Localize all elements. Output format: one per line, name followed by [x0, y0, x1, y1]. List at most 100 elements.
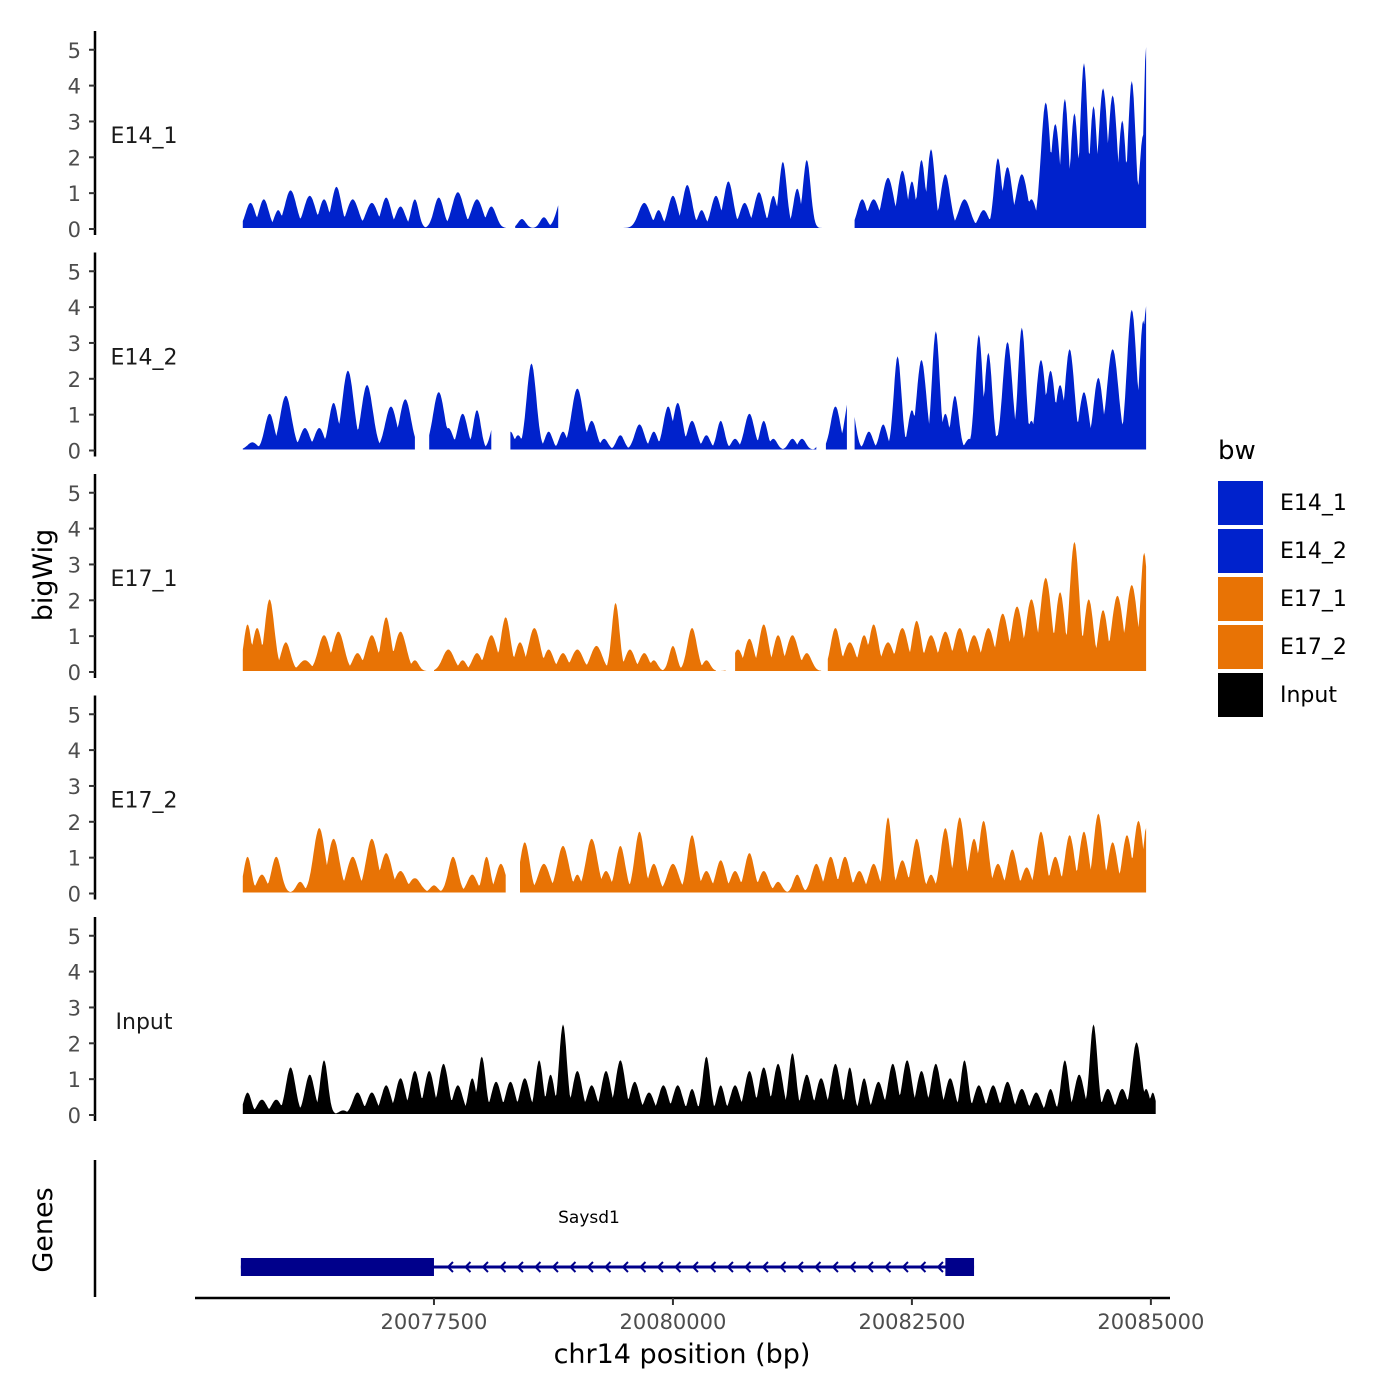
strand-arrow [534, 1261, 542, 1273]
legend-title: bw [1218, 436, 1256, 466]
strand-arrow [761, 1261, 769, 1273]
y-tick-label: 5 [68, 703, 81, 727]
y-tick-label: 3 [68, 775, 81, 799]
gene-name-label: Saysd1 [558, 1208, 620, 1228]
y-tick-label: 3 [68, 332, 81, 356]
y-tick-label: 4 [68, 961, 81, 985]
signal-area-Input [242, 1024, 1156, 1114]
y-tick-label: 1 [68, 404, 81, 428]
legend-swatch-E14_2 [1218, 529, 1263, 573]
strand-arrow [481, 1261, 489, 1273]
y-tick-label: 4 [68, 739, 81, 763]
tracks-layer: 0 1 2 3 4 5 E14_1 0 1 2 3 4 5 E14_2 0 1 2 3 4 5 E17_1 0 1 2 3 4 5 E… [68, 31, 1156, 1128]
signal-area-E17_1 [827, 541, 1147, 671]
strand-arrow [674, 1261, 682, 1273]
track-E14_1: 0 1 2 3 4 5 E14_1 [68, 31, 1147, 242]
strand-arrow [656, 1261, 664, 1273]
gene-panel: Saysd1 [93, 1160, 975, 1297]
signal-area-E14_1 [515, 205, 559, 228]
y-tick-label: 0 [68, 883, 81, 907]
signal-area-E17_2 [520, 813, 1147, 893]
strand-arrow [779, 1261, 787, 1273]
legend-label: E17_2 [1280, 635, 1347, 660]
legend-label: Input [1280, 683, 1337, 708]
signal-area-E17_1 [242, 599, 427, 671]
legend-label: E14_2 [1280, 539, 1347, 564]
y-tick-label: 0 [68, 1104, 81, 1128]
signal-area-E14_1 [242, 186, 506, 228]
y-tick-label: 1 [68, 182, 81, 206]
strand-arrow [744, 1261, 752, 1273]
y-axis-title: bigWig [28, 529, 59, 622]
y-tick-label: 1 [68, 847, 81, 871]
y-tick-label: 4 [68, 296, 81, 320]
signal-area-E14_1 [854, 47, 1147, 228]
track-label: E17_2 [111, 789, 178, 814]
x-tick-label: 20085000 [1097, 1310, 1204, 1334]
strand-arrow [831, 1261, 839, 1273]
strand-arrow [446, 1261, 454, 1273]
strand-arrow [621, 1261, 629, 1273]
y-tick-label: 3 [68, 110, 81, 134]
gene-exon [945, 1258, 975, 1276]
legend-swatch-E17_1 [1218, 577, 1263, 621]
track-E17_1: 0 1 2 3 4 5 E17_1 [68, 474, 1147, 685]
y-tick-label: 2 [68, 146, 81, 170]
signal-area-E14_2 [429, 392, 492, 450]
strand-arrow [726, 1261, 734, 1273]
track-E17_2: 0 1 2 3 4 5 E17_2 [68, 695, 1147, 907]
strand-arrow [499, 1261, 507, 1273]
strand-arrow [849, 1261, 857, 1273]
y-tick-label: 3 [68, 553, 81, 577]
x-tick-label: 20080000 [619, 1310, 726, 1334]
signal-area-E14_2 [510, 363, 817, 450]
strand-arrow [639, 1261, 647, 1273]
track-label: E14_2 [111, 346, 178, 371]
y-tick-label: 2 [68, 1032, 81, 1056]
strand-arrow [551, 1261, 559, 1273]
strand-arrow [569, 1261, 577, 1273]
strand-arrow [709, 1261, 717, 1273]
legend-swatch-E14_1 [1218, 481, 1263, 525]
signal-area-E17_1 [434, 602, 716, 671]
legend-swatch-Input [1218, 673, 1263, 717]
y-tick-label: 2 [68, 589, 81, 613]
signal-area-E14_2 [854, 306, 1147, 450]
x-axis-title: chr14 position (bp) [554, 1339, 811, 1370]
y-tick-label: 4 [68, 75, 81, 99]
y-tick-label: 5 [68, 260, 81, 284]
strand-arrow [866, 1261, 874, 1273]
track-label: Input [116, 1010, 173, 1035]
y-tick-label: 5 [68, 39, 81, 63]
legend: bw E14_1 E14_2 E17_1 E17_2 Input [1218, 436, 1347, 717]
y-tick-label: 1 [68, 625, 81, 649]
legend-swatch-E17_2 [1218, 625, 1263, 669]
strand-arrow [604, 1261, 612, 1273]
strand-arrow [796, 1261, 804, 1273]
signal-area-E14_2 [825, 404, 847, 450]
strand-arrow [464, 1261, 472, 1273]
strand-arrow [814, 1261, 822, 1273]
gene-exon [240, 1258, 434, 1276]
strand-arrow [516, 1261, 524, 1273]
y-tick-label: 3 [68, 996, 81, 1020]
track-label: E17_1 [111, 567, 178, 592]
y-tick-label: 0 [68, 661, 81, 685]
strand-arrow [586, 1261, 594, 1273]
x-axis: 20077500 20080000 20082500 20085000 [195, 1296, 1204, 1334]
signal-area-E17_1 [720, 670, 726, 671]
signal-area-E14_1 [610, 159, 841, 228]
legend-label: E17_1 [1280, 587, 1347, 612]
gene-panel-title: Genes [28, 1187, 59, 1272]
y-tick-label: 5 [68, 482, 81, 506]
signal-area-E14_2 [242, 370, 415, 450]
x-tick-label: 20082500 [858, 1310, 965, 1334]
x-tick-label: 20077500 [381, 1310, 488, 1334]
y-tick-label: 5 [68, 925, 81, 949]
track-label: E14_1 [111, 124, 178, 149]
strand-arrow [936, 1261, 944, 1273]
track-Input: 0 1 2 3 4 5 Input [68, 917, 1156, 1128]
strand-arrow [919, 1261, 927, 1273]
strand-arrow [901, 1261, 909, 1273]
